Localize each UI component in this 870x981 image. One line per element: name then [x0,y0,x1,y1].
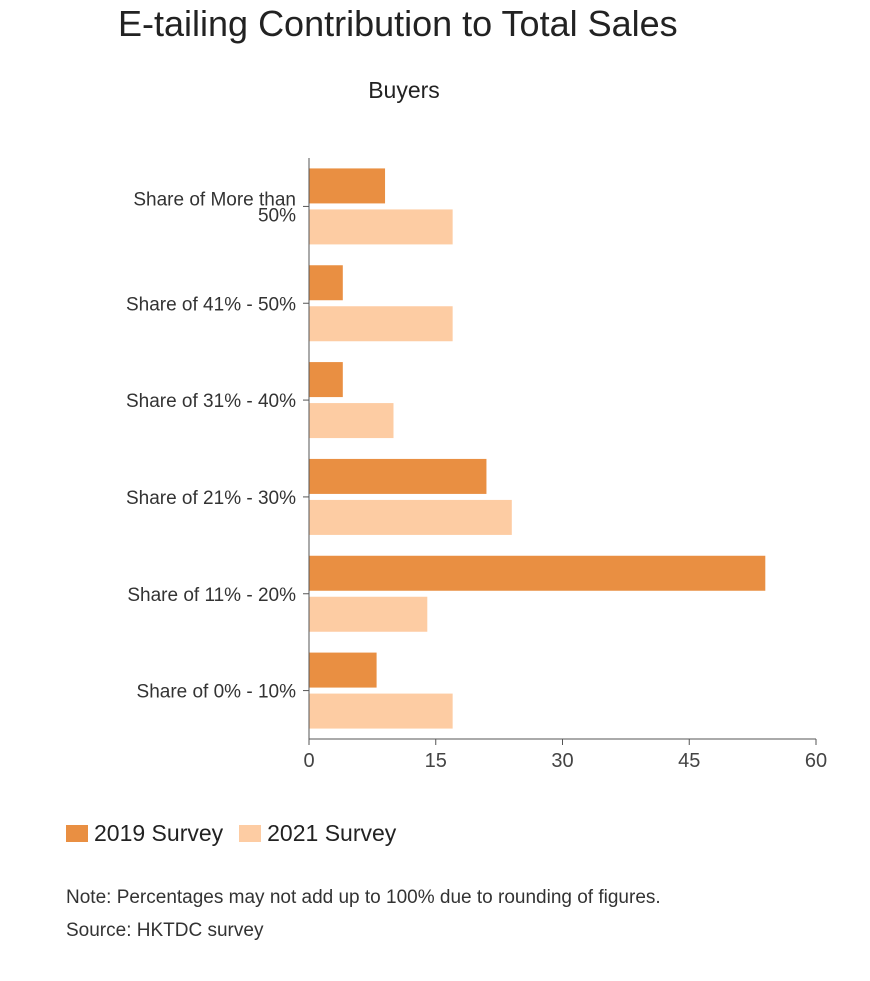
legend-item-2019[interactable]: 2019 Survey [66,820,223,847]
legend-item-2021[interactable]: 2021 Survey [239,820,396,847]
x-tick-label-1: 15 [425,750,447,772]
bar-2021-0[interactable] [309,209,453,245]
y-tick-label-0-line-0: Share of More than [133,189,296,210]
y-tick-label-5: Share of 0% - 10% [137,682,297,703]
y-tick-label-4: Share of 11% - 20% [127,585,296,606]
x-tick-label-0: 0 [303,750,314,772]
bar-2021-5[interactable] [309,693,453,729]
bar-2019-3[interactable] [309,458,487,494]
x-tick-label-2: 30 [551,750,573,772]
bar-2019-5[interactable] [309,652,377,688]
bar-2021-2[interactable] [309,403,394,439]
chart-subtitle: Buyers [368,77,440,103]
bar-2019-4[interactable] [309,555,766,591]
bar-2021-3[interactable] [309,499,512,535]
y-tick-label-3: Share of 21% - 30% [126,488,296,509]
legend-swatch-2021 [239,825,262,842]
y-tick-label-2: Share of 31% - 40% [126,391,296,412]
bar-2019-2[interactable] [309,362,343,398]
bar-2021-4[interactable] [309,596,428,632]
x-tick-label-3: 45 [678,750,700,772]
bar-2019-1[interactable] [309,265,343,301]
legend-label-2021: 2021 Survey [267,820,397,846]
x-tick-label-4: 60 [805,750,827,772]
y-tick-label-1: Share of 41% - 50% [126,294,296,315]
bar-2019-0[interactable] [309,168,386,204]
y-tick-label-0-line-1: 50% [258,205,296,226]
source-note: Source: HKTDC survey [66,920,264,941]
bar-2021-1[interactable] [309,306,453,342]
legend: 2019 Survey 2021 Survey [66,820,412,847]
footnote: Note: Percentages may not add up to 100%… [66,887,661,908]
chart-title: E-tailing Contribution to Total Sales [118,3,678,44]
legend-swatch-2019 [66,825,88,842]
legend-label-2019: 2019 Survey [94,820,224,846]
